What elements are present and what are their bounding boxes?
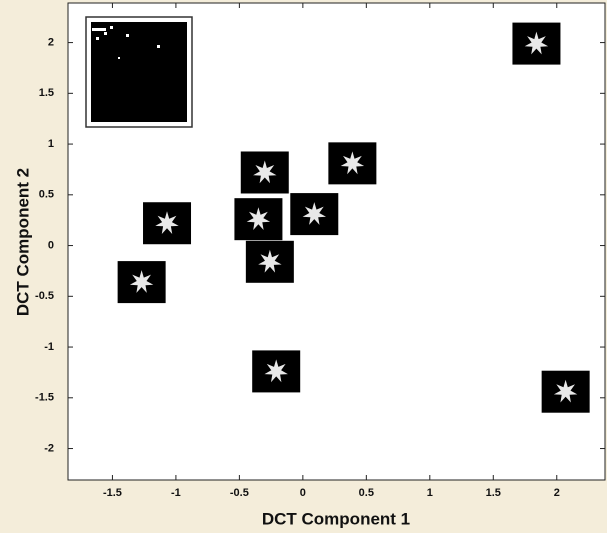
point-image	[512, 22, 561, 65]
y-tick-label: 0.5	[39, 189, 54, 201]
y-tick-label: 1.5	[39, 87, 54, 99]
x-tick-label: 1	[427, 487, 433, 499]
y-tick-label: -1	[44, 341, 54, 353]
point-image	[328, 142, 377, 185]
inset-image	[85, 16, 193, 128]
x-axis-title: DCT Component 1	[262, 509, 410, 528]
point-image	[252, 350, 301, 393]
y-tick-label: 2	[48, 36, 54, 48]
point-glyph	[524, 31, 549, 55]
x-tick-label: 0.5	[359, 487, 374, 499]
point-glyph	[553, 379, 578, 403]
point-glyph	[340, 151, 365, 175]
x-tick-label: -0.5	[230, 487, 249, 499]
point-image	[245, 240, 294, 283]
point-image	[290, 193, 339, 236]
point-glyph	[129, 270, 154, 293]
point-image	[117, 261, 166, 304]
point-glyph	[155, 211, 179, 234]
x-tick-label: 0	[300, 487, 306, 499]
point-glyph	[264, 359, 288, 383]
point-glyph	[258, 249, 282, 273]
point-image	[240, 151, 289, 194]
x-tick-label: -1.5	[103, 487, 122, 499]
point-glyph	[246, 207, 271, 230]
point-image	[541, 370, 590, 413]
point-image	[143, 202, 192, 245]
x-tick-label: 1.5	[486, 487, 501, 499]
point-glyph	[253, 160, 277, 184]
y-axis-title: DCT Component 2	[13, 168, 32, 316]
point-image	[234, 198, 283, 241]
y-tick-label: 0	[48, 239, 54, 251]
x-tick-label: 2	[554, 487, 560, 499]
y-tick-label: -1.5	[35, 392, 54, 404]
y-tick-label: -2	[44, 442, 54, 454]
y-tick-label: -0.5	[35, 290, 54, 302]
x-tick-label: -1	[171, 487, 181, 499]
point-glyph	[302, 202, 326, 225]
y-tick-label: 1	[48, 138, 54, 150]
